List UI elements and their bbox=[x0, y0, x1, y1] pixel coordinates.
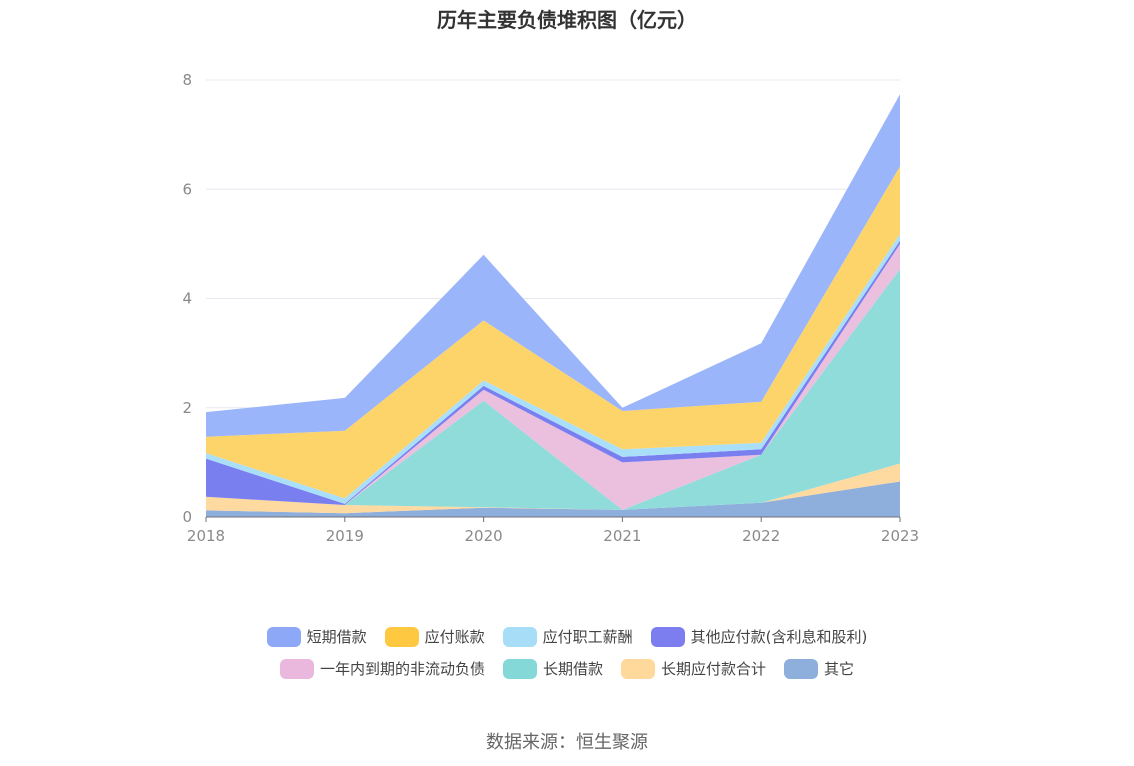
legend-item[interactable]: 应付账款 bbox=[384, 626, 485, 647]
legend-label: 其他应付款(含利息和股利) bbox=[690, 628, 868, 646]
legend-label: 短期借款 bbox=[306, 628, 367, 646]
legend-label: 长期借款 bbox=[542, 660, 603, 678]
legend-swatch bbox=[502, 626, 537, 647]
legend-item[interactable]: 短期借款 bbox=[266, 626, 367, 647]
legend-item[interactable]: 一年内到期的非流动负债 bbox=[279, 658, 485, 679]
area-series-1[interactable] bbox=[206, 463, 900, 514]
axes: 0 2 4 6 8 2018 2019 2020 2021 2022 2023 bbox=[182, 71, 919, 545]
legend-label: 长期应付款合计 bbox=[661, 660, 767, 678]
legend-swatch bbox=[621, 658, 655, 679]
area-series-6[interactable] bbox=[206, 166, 900, 499]
y-tick-label: 6 bbox=[182, 180, 192, 198]
y-tick-label: 4 bbox=[182, 290, 192, 308]
x-tick-label: 2021 bbox=[603, 527, 641, 545]
x-tick-label: 2019 bbox=[326, 527, 364, 545]
legend-swatch bbox=[502, 658, 537, 679]
x-tick-label: 2022 bbox=[742, 527, 780, 545]
stacked-area-chart: 0 2 4 6 8 2018 2019 2020 2021 2022 2023 bbox=[182, 71, 919, 545]
area-series-layer bbox=[206, 94, 900, 517]
x-tick-label: 2020 bbox=[465, 527, 503, 545]
legend-row-2: 一年内到期的非流动负债 长期借款 长期应付款合计 其它 bbox=[0, 658, 1134, 679]
legend-item[interactable]: 其它 bbox=[784, 658, 854, 679]
area-series-5[interactable] bbox=[206, 234, 900, 504]
legend-swatch bbox=[650, 626, 685, 647]
legend-label: 应付职工薪酬 bbox=[542, 628, 633, 646]
legend-label: 其它 bbox=[824, 660, 855, 678]
legend-item[interactable]: 应付职工薪酬 bbox=[502, 626, 633, 647]
x-tick-label: 2018 bbox=[187, 527, 225, 545]
legend-swatch bbox=[384, 626, 419, 647]
legend-label: 应付账款 bbox=[424, 628, 485, 646]
legend-item[interactable]: 其他应付款(含利息和股利) bbox=[650, 626, 868, 647]
legend-row-1: 短期借款 应付账款 应付职工薪酬 其他应付款(含利息和股利) bbox=[0, 626, 1134, 647]
legend-swatch bbox=[266, 626, 301, 647]
legend-swatch bbox=[784, 658, 819, 679]
legend-swatch bbox=[279, 658, 314, 679]
data-source: 数据来源：恒生聚源 bbox=[486, 732, 648, 753]
legend-item[interactable]: 长期借款 bbox=[502, 658, 603, 679]
x-tick-label: 2023 bbox=[881, 527, 919, 545]
area-series-0[interactable] bbox=[206, 481, 900, 518]
y-tick-label: 2 bbox=[182, 399, 192, 417]
y-tick-label: 0 bbox=[182, 508, 192, 526]
legend-item[interactable]: 长期应付款合计 bbox=[621, 658, 766, 679]
chart-title: 历年主要负债堆积图（亿元） bbox=[437, 8, 697, 32]
y-tick-label: 8 bbox=[182, 71, 192, 89]
area-series-2[interactable] bbox=[206, 269, 900, 510]
legend-label: 一年内到期的非流动负债 bbox=[319, 660, 485, 678]
chart-legend: 短期借款 应付账款 应付职工薪酬 其他应付款(含利息和股利) 一年内到期的非流动负债 长… bbox=[0, 626, 1134, 690]
